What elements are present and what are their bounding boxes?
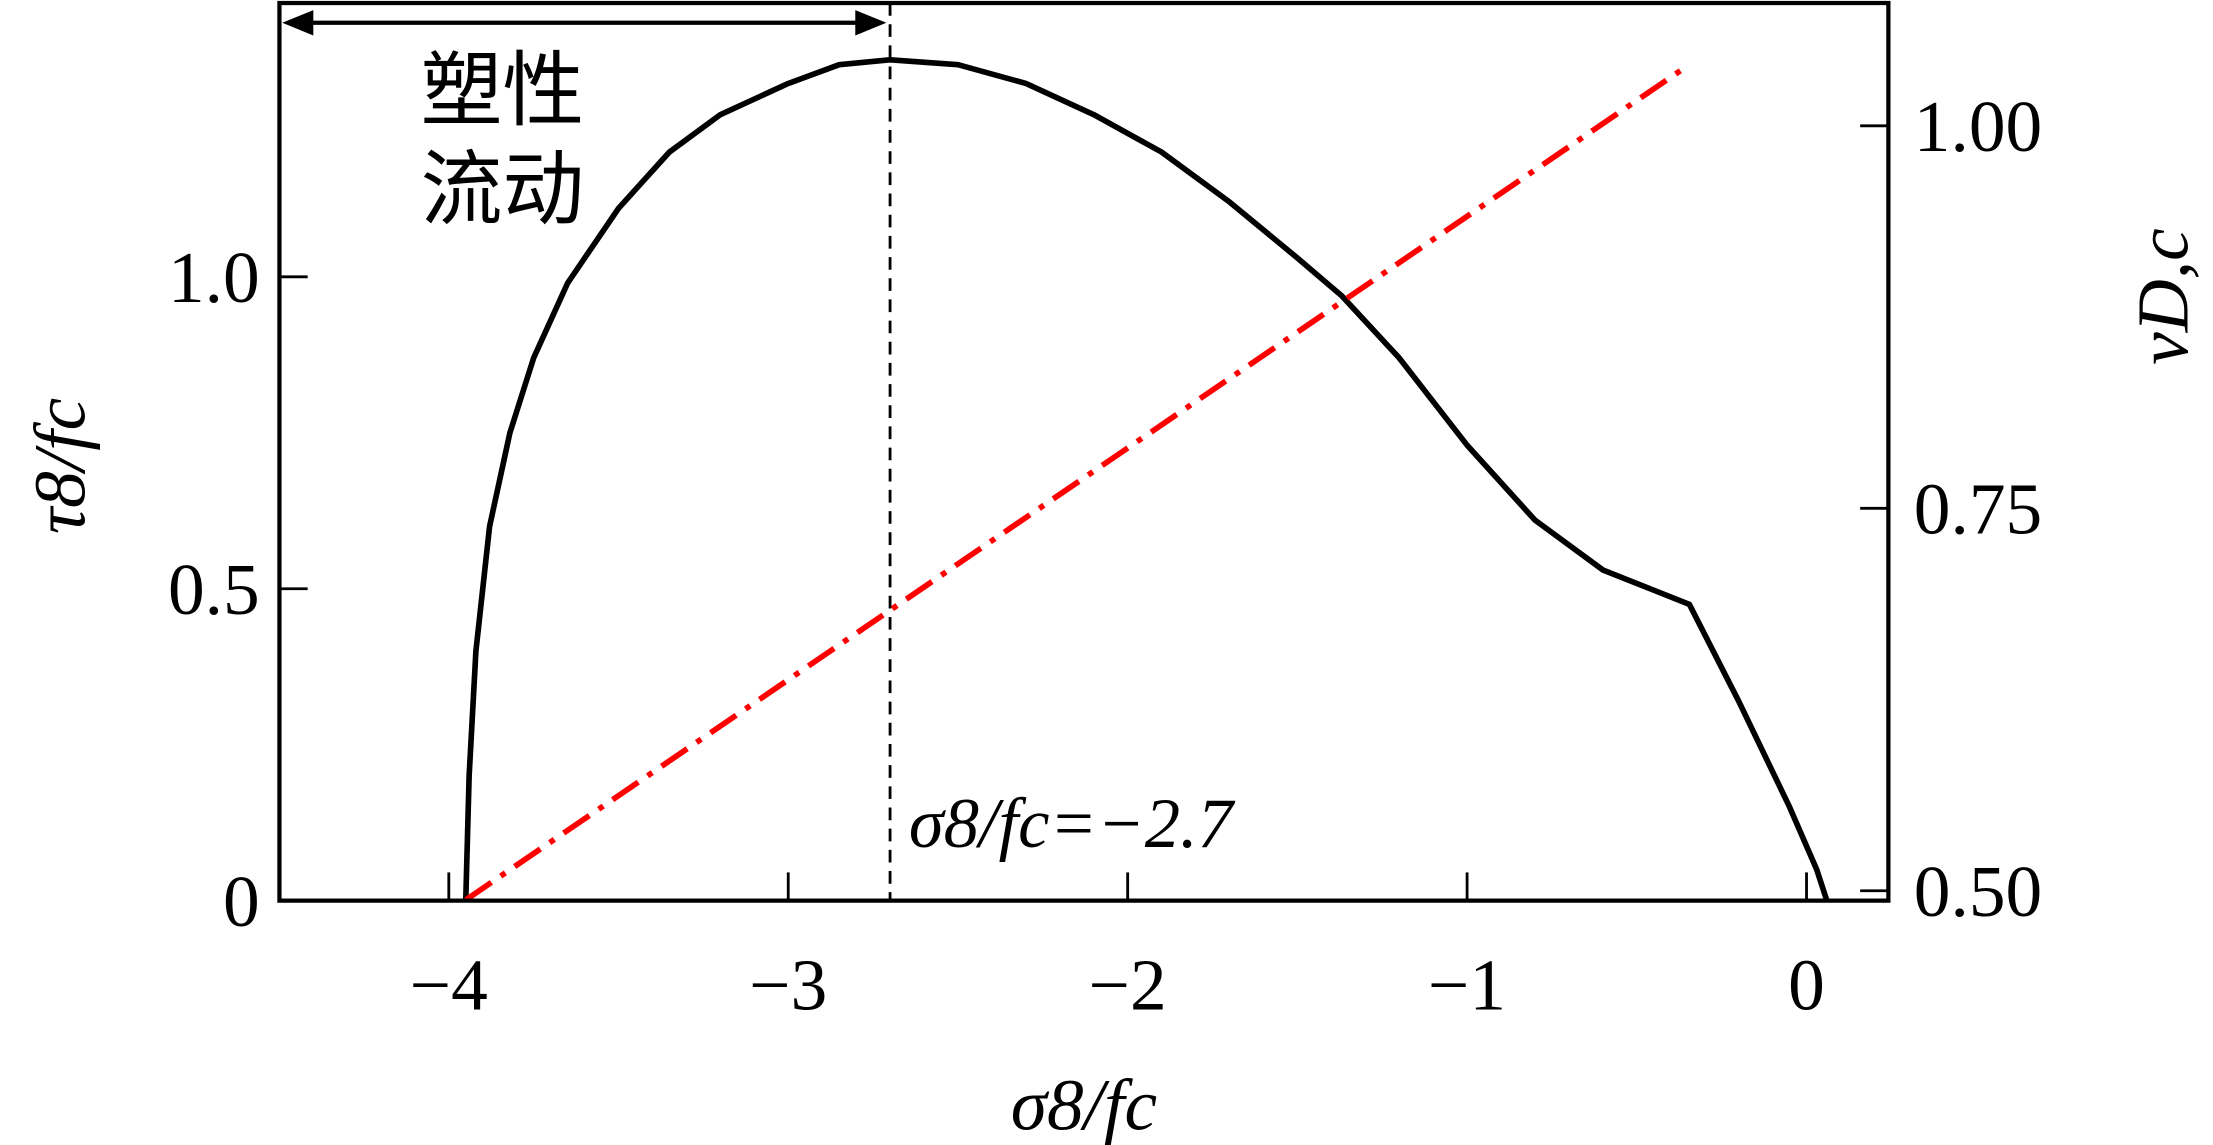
y-right-axis-label: vD,c <box>2123 228 2204 364</box>
y-right-tick-label: 1.00 <box>1914 86 2042 167</box>
plastic-flow-label-1: 塑性 <box>421 46 585 137</box>
threshold-label: σ8/fc=−2.7 <box>909 785 1236 863</box>
x-tick-label: −1 <box>1428 944 1506 1025</box>
x-axis-label: σ8/fc <box>1011 1064 1157 1145</box>
plastic-flow-arrow <box>282 10 887 36</box>
x-tick-label: 0 <box>1788 944 1825 1025</box>
plastic-flow-label-2: 流动 <box>421 145 585 236</box>
y-right-tick-label: 0.75 <box>1914 469 2042 550</box>
x-tick-label: −3 <box>749 944 827 1025</box>
y-left-axis-label: τ8/fc <box>20 398 101 534</box>
x-tick-label: −4 <box>410 944 488 1025</box>
plot-frame <box>277 0 1891 903</box>
series-line-left <box>462 56 1830 902</box>
y-right-tick-label: 0.50 <box>1914 851 2042 932</box>
y-left-tick-label: 0 <box>223 861 260 942</box>
y-left-tick-label: 0.5 <box>168 549 260 630</box>
y-left-tick-label: 1.0 <box>168 237 260 318</box>
x-tick-label: −2 <box>1089 944 1167 1025</box>
series-line-right <box>464 62 1691 903</box>
